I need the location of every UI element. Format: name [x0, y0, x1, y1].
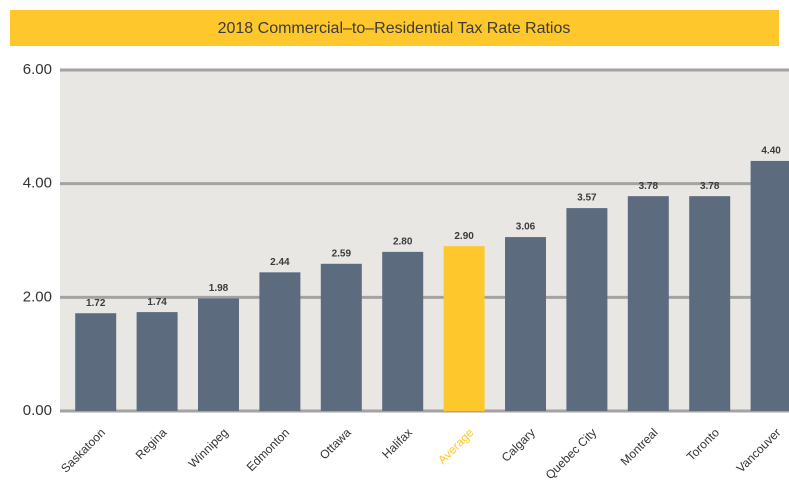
value-label: 3.78: [700, 181, 720, 192]
x-tick-label: Montreal: [618, 425, 661, 468]
y-tick-label: 4.00: [23, 175, 52, 192]
chart-title: 2018 Commercial–to–Residential Tax Rate …: [218, 20, 571, 37]
x-tick-label: Quebec City: [543, 425, 600, 480]
x-tick-label: Calgary: [499, 425, 538, 464]
title-banner: [10, 10, 779, 46]
y-tick-label: 2.00: [23, 288, 52, 305]
x-tick-label: Vancouver: [734, 425, 784, 475]
value-label: 2.59: [332, 248, 352, 259]
bar: [443, 246, 485, 411]
value-label: 3.78: [639, 181, 659, 192]
x-tick-label: Average: [435, 425, 477, 467]
x-tick-label: Regina: [133, 425, 170, 462]
x-tick-label: Ottawa: [317, 425, 354, 462]
x-tick-label: Edmonton: [244, 425, 293, 474]
value-label: 1.72: [86, 298, 106, 309]
bar: [566, 208, 608, 411]
bar: [382, 251, 424, 411]
x-tick-label: Saskatoon: [58, 425, 108, 475]
x-tick-label: Toronto: [684, 425, 722, 463]
x-tick-label: Winnipeg: [186, 425, 231, 470]
bar: [136, 312, 178, 411]
bar: [505, 237, 546, 411]
bar: [259, 272, 301, 411]
value-label: 2.90: [454, 231, 474, 242]
y-tick-label: 6.00: [23, 61, 52, 78]
bar: [320, 263, 362, 411]
bar: [198, 298, 239, 411]
bar: [750, 160, 789, 411]
value-label: 4.40: [761, 146, 781, 157]
value-label: 3.57: [577, 193, 597, 204]
value-label: 2.44: [270, 257, 290, 268]
x-tick-label: Halifax: [379, 425, 415, 461]
value-label: 1.74: [147, 297, 167, 308]
y-tick-label: 0.00: [23, 402, 52, 419]
bar: [75, 313, 117, 411]
bar: [627, 196, 669, 411]
value-label: 2.80: [393, 237, 413, 248]
value-label: 3.06: [516, 222, 536, 233]
bar: [689, 196, 731, 411]
value-label: 1.98: [209, 283, 229, 294]
